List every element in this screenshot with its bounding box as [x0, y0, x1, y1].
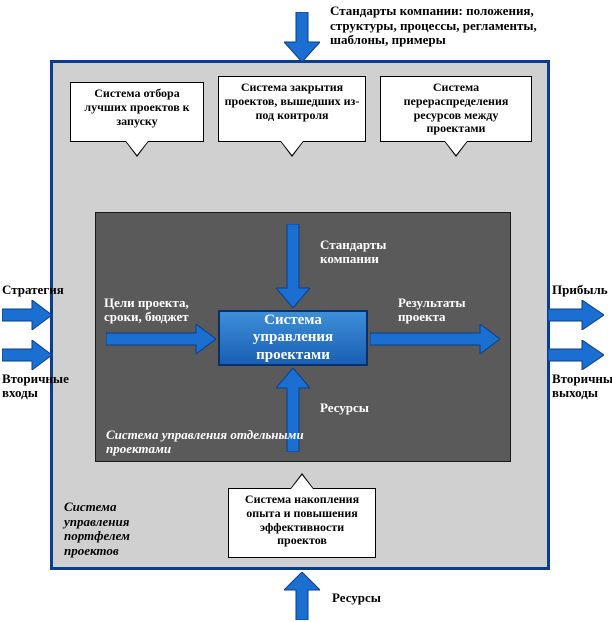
callout-closing: Система закрытия проектов, вышедших из-п…: [218, 76, 366, 142]
callout-redistribution: Система перераспределения ресурсов между…: [380, 76, 532, 142]
external-left-bottom-label: Вторичные входы: [2, 372, 82, 401]
inner-right-arrow: [370, 324, 500, 354]
external-top-arrow: [284, 12, 320, 62]
inner-left-arrow: [106, 324, 216, 354]
outer-caption: Система управления портфелем проектов: [64, 500, 174, 558]
callout-redistribution-text: Система перераспределения ресурсов между…: [404, 80, 509, 135]
inner-left-label: Цели проекта, сроки, бюджет: [104, 296, 204, 325]
external-left-bottom-arrow: [2, 340, 52, 370]
external-right-bottom-label: Вторичные выходы: [552, 372, 612, 401]
callout-experience: Система накопления опыта и повышения эфф…: [228, 488, 376, 558]
center-box: Система управления проектами: [218, 310, 368, 366]
external-bottom-label: Ресурсы: [332, 590, 381, 606]
callout-experience-text: Система накопления опыта и повышения эфф…: [245, 492, 359, 547]
inner-top-arrow: [276, 224, 310, 308]
external-left-top-arrow: [2, 300, 52, 330]
inner-top-label: Стандарты компании: [320, 238, 440, 267]
callout-selection-text: Система отбора лучших проектов к запуску: [84, 86, 189, 128]
callout-closing-text: Система закрытия проектов, вышедших из-п…: [225, 80, 360, 122]
external-left-top-label: Стратегия: [2, 282, 64, 298]
inner-right-label: Результаты проекта: [398, 296, 498, 325]
external-right-bottom-arrow: [548, 340, 604, 370]
external-top-label: Стандарты компании: положения, структуры…: [330, 4, 590, 48]
inner-bottom-label: Ресурсы: [320, 400, 369, 416]
inner-caption: Система управления отдельными проектами: [106, 428, 336, 457]
external-right-top-label: Прибыль: [552, 282, 608, 298]
callout-selection: Система отбора лучших проектов к запуску: [70, 82, 204, 142]
center-box-text: Система управления проектами: [224, 312, 362, 364]
external-right-top-arrow: [548, 300, 604, 330]
external-bottom-arrow: [284, 572, 320, 620]
